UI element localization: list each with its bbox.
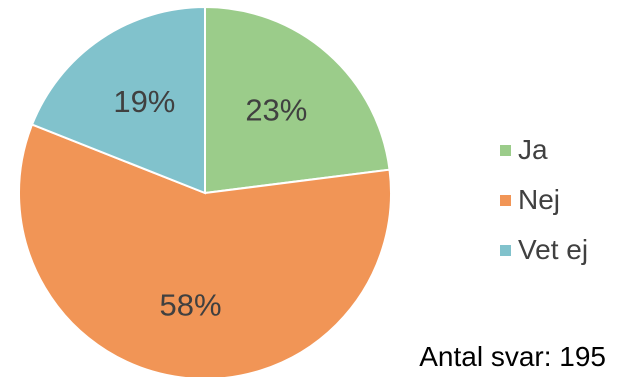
legend-label-nej: Nej [518,184,561,215]
legend-label-vet-ej: Vet ej [518,234,589,265]
pie-label-vet-ej: 19% [113,84,175,119]
pie-label-ja: 23% [245,92,307,127]
legend-swatch-nej [500,194,511,206]
legend-item-ja: Ja [500,125,588,175]
pie-slice-nej [18,123,392,377]
pie-slice-ja [204,5,391,195]
legend-item-nej: Nej [500,175,588,225]
legend-label-ja: Ja [518,134,548,165]
pie-label-nej: 58% [160,288,222,323]
response-count: Antal svar: 195 [419,341,606,372]
legend: Ja Nej Vet ej [500,125,588,275]
legend-item-vet-ej: Vet ej [500,225,588,275]
pie-slice-vet-ej [30,5,206,195]
legend-swatch-ja [500,144,511,156]
legend-swatch-vet-ej [500,244,511,256]
